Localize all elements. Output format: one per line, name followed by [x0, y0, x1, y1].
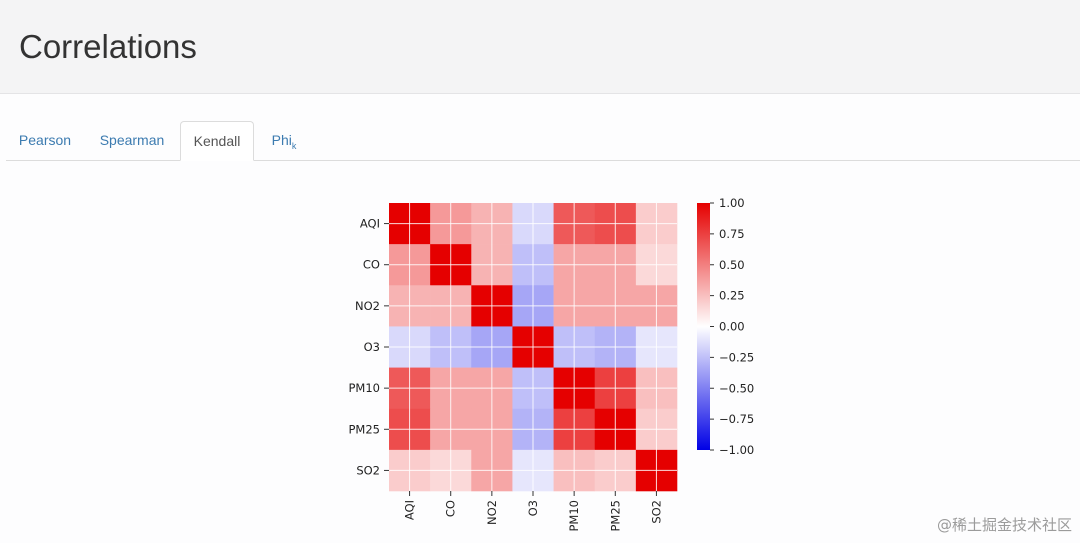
- x-tick-label: PM25: [608, 500, 622, 532]
- y-tick-label: NO2: [355, 299, 380, 313]
- colorbar-tick-label: −0.75: [719, 412, 754, 426]
- tab-spearman-label: Spearman: [99, 132, 165, 148]
- x-tick-label: NO2: [485, 500, 499, 525]
- tab-spearman[interactable]: Spearman: [86, 121, 178, 159]
- x-tick-label: AQI: [403, 500, 417, 520]
- colorbar-tick-label: 0.25: [719, 289, 745, 303]
- y-tick-label: PM10: [349, 381, 381, 395]
- x-tick-label: CO: [444, 500, 458, 517]
- y-tick-label: CO: [363, 258, 380, 272]
- colorbar-tick-label: 0.75: [719, 227, 745, 241]
- colorbar-tick-label: 0.00: [719, 320, 745, 334]
- y-tick-label: SO2: [356, 463, 380, 477]
- colorbar-tick-label: 0.50: [719, 258, 745, 272]
- y-tick-label: AQI: [360, 217, 380, 231]
- tab-pearson-label: Pearson: [18, 132, 72, 148]
- y-tick-label: PM25: [349, 422, 381, 436]
- colorbar-tick-label: −0.25: [719, 350, 754, 364]
- x-tick-label: SO2: [649, 500, 663, 524]
- y-tick-label: O3: [364, 340, 380, 354]
- tab-pearson[interactable]: Pearson: [6, 121, 84, 159]
- colorbar-tick-label: −0.50: [719, 381, 754, 395]
- colorbar-tick-label: 1.00: [719, 196, 745, 210]
- tab-phik[interactable]: Phik: [256, 121, 312, 159]
- x-tick-label: PM10: [567, 500, 581, 532]
- page-header: Correlations: [0, 0, 1080, 94]
- tab-kendall[interactable]: Kendall: [180, 121, 254, 161]
- tab-phik-subscript: k: [291, 140, 297, 151]
- tab-phik-label: Phi: [271, 132, 292, 148]
- correlation-tabs: Pearson Spearman Kendall Phik: [6, 121, 1080, 161]
- watermark: @稀土掘金技术社区: [936, 516, 1072, 534]
- colorbar-tick-label: −1.00: [719, 443, 754, 457]
- page-title: Correlations: [19, 28, 197, 65]
- x-tick-label: O3: [526, 500, 540, 516]
- colorbar: [697, 203, 710, 450]
- tab-kendall-label: Kendall: [193, 133, 241, 149]
